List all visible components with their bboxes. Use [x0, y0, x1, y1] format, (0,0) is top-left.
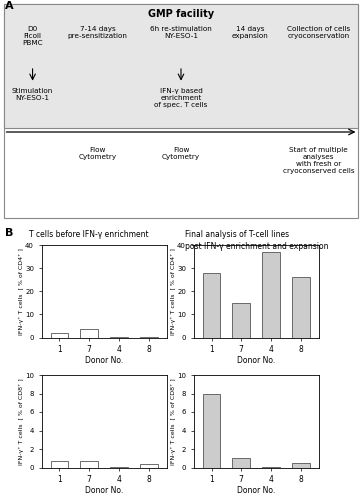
Bar: [80, 330, 98, 338]
Bar: [292, 463, 310, 468]
Text: A: A: [5, 1, 14, 11]
X-axis label: Donor No.: Donor No.: [237, 356, 275, 364]
Bar: [140, 464, 157, 468]
Bar: [232, 458, 250, 468]
Text: Flow
Cytometry: Flow Cytometry: [79, 148, 117, 160]
Y-axis label: IFN-γ⁺ T cells  [ % of CD8⁺ ]: IFN-γ⁺ T cells [ % of CD8⁺ ]: [171, 378, 176, 464]
Y-axis label: IFN-γ⁺ T cells  [ % of CD4⁺ ]: IFN-γ⁺ T cells [ % of CD4⁺ ]: [18, 248, 24, 334]
Text: Collection of cells
cryoconservation: Collection of cells cryoconservation: [287, 26, 350, 40]
FancyBboxPatch shape: [4, 4, 358, 218]
Text: Stimulation
NY-ESO-1: Stimulation NY-ESO-1: [12, 88, 53, 101]
Text: Flow
Cytometry: Flow Cytometry: [162, 148, 200, 160]
Bar: [51, 462, 68, 468]
Text: B: B: [5, 228, 14, 237]
Text: Final analysis of T-cell lines
post IFN-γ enrichment and expansion: Final analysis of T-cell lines post IFN-…: [185, 230, 328, 251]
Text: Start of multiple
analyses
with fresh or
cryoconserved cells: Start of multiple analyses with fresh or…: [283, 148, 354, 174]
Bar: [80, 462, 98, 468]
Text: 6h re-stimulation
NY-ESO-1: 6h re-stimulation NY-ESO-1: [150, 26, 212, 40]
Bar: [292, 278, 310, 338]
Bar: [203, 394, 220, 468]
FancyBboxPatch shape: [4, 4, 358, 128]
Bar: [51, 333, 68, 338]
Bar: [262, 252, 280, 338]
Y-axis label: IFN-γ⁺ T cells  [ % of CD4⁺ ]: IFN-γ⁺ T cells [ % of CD4⁺ ]: [171, 248, 176, 334]
Text: 14 days
expansion: 14 days expansion: [231, 26, 268, 40]
Text: GMP facility: GMP facility: [148, 9, 214, 19]
Y-axis label: IFN-γ⁺ T cells  [ % of CD8⁺ ]: IFN-γ⁺ T cells [ % of CD8⁺ ]: [18, 378, 24, 464]
Text: IFN-γ based
enrichment
of spec. T cells: IFN-γ based enrichment of spec. T cells: [154, 88, 208, 108]
X-axis label: Donor No.: Donor No.: [85, 356, 123, 364]
Text: 7-14 days
pre-sensitization: 7-14 days pre-sensitization: [68, 26, 128, 40]
X-axis label: Donor No.: Donor No.: [85, 486, 123, 494]
Bar: [203, 273, 220, 338]
Bar: [232, 303, 250, 338]
Text: T cells before IFN-γ enrichment: T cells before IFN-γ enrichment: [29, 230, 148, 239]
X-axis label: Donor No.: Donor No.: [237, 486, 275, 494]
Text: D0
Ficoll
PBMC: D0 Ficoll PBMC: [22, 26, 43, 46]
